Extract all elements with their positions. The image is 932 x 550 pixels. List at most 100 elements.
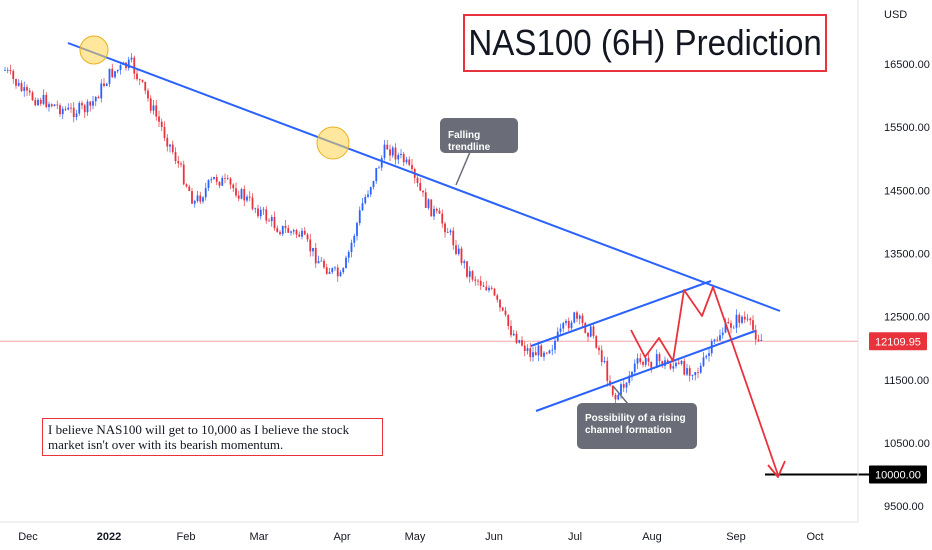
candlestick-series: [4, 53, 763, 405]
y-tick-label: 16500.00: [884, 59, 930, 71]
candle-body: [303, 230, 306, 235]
candle-body: [188, 186, 191, 192]
candle-body: [389, 149, 391, 156]
candle-body: [422, 190, 424, 193]
x-tick-label: Apr: [333, 531, 350, 543]
candle-body: [50, 104, 53, 107]
x-tick-label: Sep: [726, 531, 746, 543]
candle-body: [397, 154, 400, 160]
candle-body: [229, 178, 232, 185]
candle-body: [485, 286, 488, 291]
candle-body: [246, 196, 248, 201]
current-price-tag: 12109.95: [869, 332, 927, 351]
candle-body: [543, 352, 545, 357]
candle-body: [276, 228, 279, 233]
candle-body: [180, 163, 182, 165]
candle-body: [42, 94, 45, 104]
candle-body: [730, 323, 732, 328]
candle-body: [20, 83, 23, 91]
candle-body: [380, 157, 383, 168]
candle-body: [449, 230, 452, 233]
candle-body: [741, 316, 743, 323]
candle-body: [375, 167, 378, 182]
candle-body: [441, 213, 444, 224]
candle-body: [94, 96, 97, 102]
candle-body: [358, 210, 361, 224]
candle-body: [116, 69, 119, 72]
candle-body: [328, 272, 331, 274]
candle-body: [510, 325, 512, 336]
x-tick-label: Aug: [642, 531, 662, 543]
candle-body: [226, 178, 229, 180]
x-tick-label: Mar: [250, 531, 269, 543]
candle-body: [713, 339, 716, 342]
x-tick-label: Oct: [806, 531, 823, 543]
current-price-text: 12109.95: [875, 336, 921, 348]
currency-label: USD: [884, 9, 907, 21]
candle-body: [650, 361, 653, 368]
candle-body: [243, 189, 246, 201]
candle-body: [559, 328, 562, 332]
candle-body: [683, 361, 686, 375]
falling-trendline-pointer: [455, 151, 471, 186]
candle-body: [207, 180, 210, 189]
candle-body: [59, 105, 61, 115]
y-tick-label: 9500.00: [884, 501, 924, 513]
candle-body: [72, 107, 75, 118]
candle-body: [688, 368, 691, 376]
y-tick-label: 12500.00: [884, 312, 930, 324]
candle-body: [155, 105, 158, 117]
candle-body: [130, 57, 133, 60]
candle-body: [4, 70, 6, 71]
x-tick-label: 2022: [97, 531, 121, 543]
candle-body: [672, 366, 675, 369]
candle-body: [738, 314, 741, 323]
candle-body: [268, 220, 270, 222]
candle-body: [336, 267, 339, 277]
candle-body: [97, 96, 100, 99]
candle-body: [554, 340, 556, 350]
candle-body: [477, 280, 479, 282]
candle-body: [12, 71, 15, 79]
candle-body: [17, 83, 20, 86]
candle-body: [592, 326, 595, 337]
y-tick-label: 11500.00: [884, 375, 929, 387]
candle-body: [507, 314, 510, 326]
candle-body: [270, 217, 273, 222]
candle-body: [6, 70, 9, 71]
candle-body: [504, 310, 507, 315]
candle-body: [372, 181, 375, 188]
chart-title-box: NAS100 (6H) Prediction: [463, 14, 827, 72]
candle-body: [647, 357, 650, 362]
target-price-tag-bg: [869, 465, 927, 484]
candle-body: [136, 73, 138, 80]
candle-body: [309, 239, 312, 252]
candle-body: [369, 187, 372, 195]
candle-body: [636, 358, 639, 364]
candle-body: [606, 360, 609, 381]
candle-body: [466, 261, 468, 277]
candle-body: [548, 350, 551, 354]
candle-body: [603, 360, 606, 363]
candle-body: [100, 83, 103, 99]
candle-body: [361, 203, 364, 211]
y-tick-label: 13500.00: [884, 248, 930, 260]
candle-body: [295, 230, 298, 235]
candle-body: [138, 79, 141, 80]
candle-body: [446, 232, 449, 234]
candle-body: [573, 312, 576, 323]
x-tick-label: Dec: [18, 531, 38, 543]
candle-body: [144, 81, 147, 91]
candle-body: [334, 267, 336, 269]
candle-body: [31, 92, 34, 100]
candle-body: [724, 322, 727, 333]
candle-body: [306, 234, 309, 240]
candle-body: [259, 209, 262, 217]
candle-body: [430, 199, 433, 217]
candle-body: [600, 350, 603, 363]
y-tick-label: 10500.00: [884, 438, 930, 450]
candle-body: [719, 335, 721, 341]
candle-body: [716, 339, 719, 341]
candle-body: [240, 189, 243, 199]
